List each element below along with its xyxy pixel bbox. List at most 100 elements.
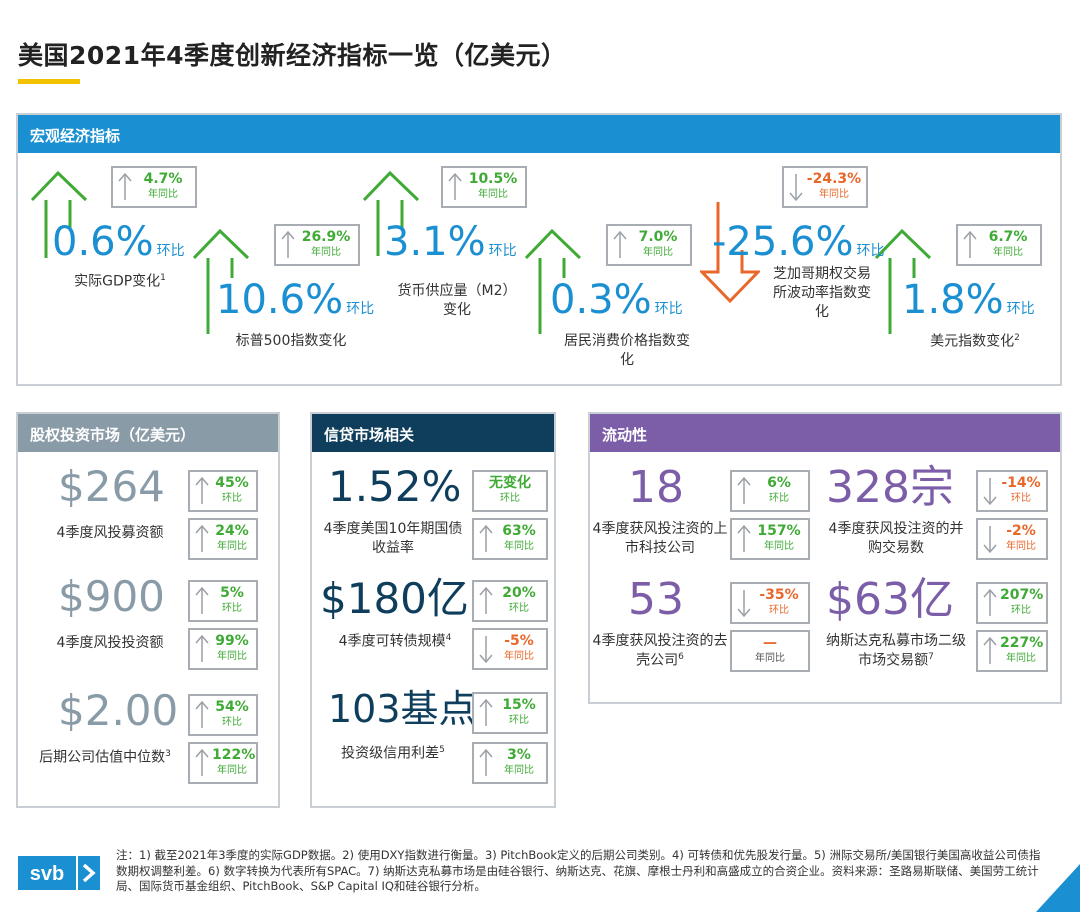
small-up-arrow-icon [195,525,209,552]
liquidity-ma-value: 328宗 [826,462,954,513]
change-label: 环比 [222,603,242,614]
small-up-arrow-icon [195,635,209,662]
small-up-arrow-icon [737,525,751,552]
change-label: 年同比 [643,247,673,258]
liquidity-spac-qoq-box: -35% 环比 [730,582,810,624]
small-up-arrow-icon [118,173,132,200]
macro-sp500-value: 10.6% 环比 [216,277,375,323]
up-arrow-icon [192,228,250,334]
change-value: 54% [215,699,249,715]
equity-valuation-label: 后期公司估值中位数3 [39,749,171,766]
up-arrow-icon [30,170,88,258]
liquidity-spac-label: 4季度获风投注资的去壳公司6 [592,633,728,669]
change-value: -35% [759,587,799,603]
equity-raise-value: $264 [58,462,165,511]
change-label: 年同比 [217,541,247,552]
small-down-arrow-icon [983,526,997,553]
small-up-arrow-icon [983,637,997,664]
change-value: 45% [215,475,249,491]
small-up-arrow-icon [448,173,462,200]
change-label: 年同比 [478,189,508,200]
corner-decoration [1036,864,1080,912]
down-arrow-icon [700,202,760,304]
macro-panel: 宏观经济指标 [16,113,1062,386]
small-up-arrow-icon [479,587,493,614]
liquidity-spac-value: 53 [628,574,684,625]
change-label: 年同比 [504,765,534,776]
credit-convertible-value: $180亿 [320,574,469,623]
change-label: 年同比 [1006,653,1036,664]
up-arrow-icon [524,228,582,334]
change-value: -14% [1001,475,1041,491]
liquidity-ma-label: 4季度获风投注资的并购交易数 [828,521,964,556]
equity-valuation-qoq-box: 54% 环比 [188,694,258,736]
credit-convertible-qoq-box: 20% 环比 [472,580,548,622]
change-label: 年同比 [217,765,247,776]
small-up-arrow-icon [983,589,997,616]
change-value: 5% [220,585,244,601]
change-value: 207% [1000,587,1044,603]
liquidity-ma-qoq-box: -14% 环比 [976,470,1048,512]
credit-treasury-qoq-box: 无变化 环比 [472,470,548,512]
small-up-arrow-icon [613,231,627,258]
change-label: 年同比 [504,651,534,662]
page-title: 美国2021年4季度创新经济指标一览（亿美元） [18,41,567,70]
credit-treasury-value: 1.52% [328,462,462,511]
change-value: -5% [504,633,534,649]
credit-treasury-yoy-box: 63% 年同比 [472,518,548,560]
liquidity-ipo-yoy-box: 157% 年同比 [730,518,810,560]
liquidity-panel-header: 流动性 [590,414,1060,452]
change-value: 10.5% [468,171,518,187]
credit-convertible-yoy-box: -5% 年同比 [472,628,548,670]
small-down-arrow-icon [479,636,493,663]
macro-panel-header: 宏观经济指标 [18,115,1060,153]
small-up-arrow-icon [737,477,751,504]
macro-gdp-yoy-box: 4.7% 年同比 [111,166,197,208]
change-value: 24% [215,523,249,539]
svb-logo: svb [18,856,100,890]
liquidity-nasdaq-yoy-box: 227% 年同比 [976,630,1048,672]
macro-dxy-value: 1.8% 环比 [902,277,1035,323]
liquidity-ipo-value: 18 [628,462,684,513]
macro-vix-yoy-box: -24.3% 年同比 [782,166,868,208]
credit-spread-qoq-box: 15% 环比 [472,692,548,734]
small-up-arrow-icon [195,587,209,614]
change-value: 无变化 [489,475,531,491]
credit-spread-yoy-box: 3% 年同比 [472,742,548,784]
equity-invest-yoy-box: 99% 年同比 [188,628,258,670]
macro-sp500-yoy-box: 26.9% 年同比 [274,224,360,266]
small-up-arrow-icon [479,525,493,552]
equity-raise-label: 4季度风投募资额 [56,525,164,541]
change-label: 环比 [500,493,520,504]
change-value: 4.7% [143,171,183,187]
change-label: 年同比 [148,189,178,200]
equity-invest-qoq-box: 5% 环比 [188,580,258,622]
macro-vix-label: 芝加哥期权交易所波动率指数变化 [773,266,871,320]
liquidity-ma-yoy-box: -2% 年同比 [976,518,1048,560]
change-value: — [763,635,777,651]
equity-raise-qoq-box: 45% 环比 [188,470,258,512]
up-arrow-icon [362,170,420,256]
up-arrow-icon [874,228,932,334]
change-label: 年同比 [1006,541,1036,552]
small-up-arrow-icon [195,701,209,728]
small-up-arrow-icon [281,231,295,258]
macro-m2-label: 货币供应量（M2）变化 [397,283,517,318]
credit-spread-value: 103基点 [328,687,477,731]
change-label: 年同比 [504,541,534,552]
small-down-arrow-icon [983,478,997,505]
small-up-arrow-icon [963,231,977,258]
macro-dxy-label: 美元指数变化2 [930,333,1020,350]
small-up-arrow-icon [479,699,493,726]
macro-dxy-yoy-box: 6.7% 年同比 [956,224,1042,266]
change-label: 环比 [1011,605,1031,616]
footnote: 注：1) 截至2021年3季度的实际GDP数据。2) 使用DXY指数进行衡量。3… [116,848,1041,894]
change-value: -2% [1006,523,1036,539]
change-label: 环比 [769,493,789,504]
change-value: 7.0% [638,229,678,245]
change-value: 20% [502,585,536,601]
liquidity-spac-yoy-box: — 年同比 [730,630,810,672]
macro-m2-value: 3.1% 环比 [384,219,517,265]
macro-sp500-label: 标普500指数变化 [235,333,347,349]
change-value: 157% [757,523,801,539]
